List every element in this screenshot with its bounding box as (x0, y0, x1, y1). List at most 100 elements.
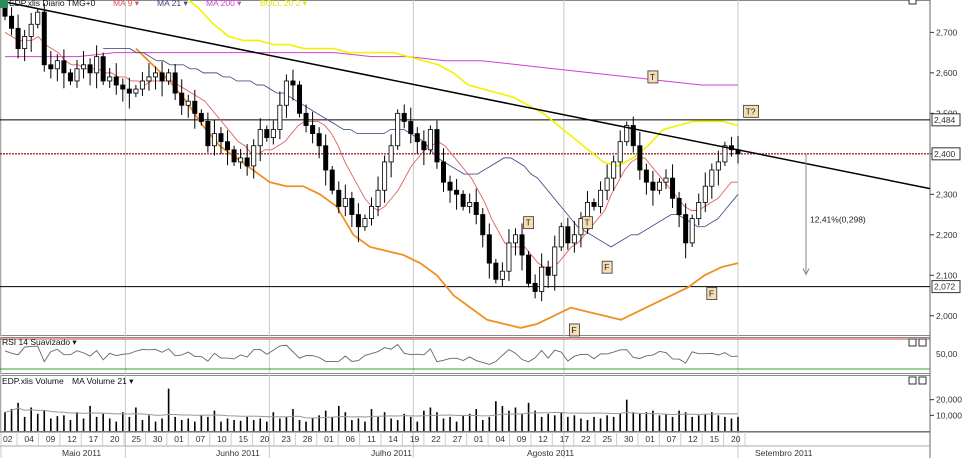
day-label: 14 (388, 434, 398, 444)
candle-body (611, 161, 617, 179)
pattern-marker-label: T (584, 218, 589, 228)
candle-body (303, 112, 309, 126)
volume-axis-label: 20,000 (936, 395, 962, 405)
candle-body (460, 193, 466, 207)
candle-body (545, 266, 551, 276)
volume-close-icon[interactable] (918, 376, 927, 385)
measure-label: 12,41%(0,298) (810, 215, 866, 225)
candle-body (480, 214, 486, 236)
candle-body (153, 72, 159, 78)
candle-body (349, 197, 355, 215)
volume-label: EDP.xlis Volume (2, 376, 64, 386)
ma21-line (103, 48, 739, 248)
candle-body (310, 125, 316, 134)
candle-body (473, 202, 479, 215)
candle-body (198, 112, 204, 122)
day-label: 01 (324, 434, 334, 444)
candle-body (565, 226, 571, 244)
candle-body (709, 169, 715, 187)
day-label: 28 (303, 434, 313, 444)
price-axis-label: 2,300 (936, 189, 958, 199)
indicator-legend-2: MA 200 ▾ (206, 0, 242, 8)
pattern-marker[interactable] (523, 216, 534, 230)
candle-body (447, 181, 453, 191)
day-label: 27 (453, 434, 463, 444)
candle-body (617, 141, 623, 163)
candle-body (656, 181, 662, 191)
candle-body (362, 218, 368, 228)
candle-body (172, 72, 178, 94)
pattern-marker[interactable] (568, 323, 580, 337)
candle-body (598, 189, 604, 207)
candle-body (683, 214, 689, 244)
candle-body (139, 80, 145, 90)
candle-body (395, 112, 401, 147)
volume-maximize-icon[interactable] (908, 376, 917, 385)
price-axis-label: 2,000 (936, 311, 958, 321)
day-label: 01 (474, 434, 484, 444)
symbol-icon (0, 0, 8, 8)
trend-line[interactable] (4, 1, 931, 190)
candle-body (427, 129, 433, 151)
price-axis-label: 2,600 (936, 68, 958, 78)
symbol-label: EDP.xlis Diario TMG+0 (9, 0, 96, 8)
candle-body (205, 121, 211, 147)
pattern-marker[interactable] (706, 287, 718, 300)
day-label: 04 (24, 434, 34, 444)
candle-body (584, 202, 590, 220)
candle-body (166, 72, 172, 82)
candle-body (539, 266, 545, 292)
price-level-box (931, 113, 961, 127)
candle-body (676, 197, 682, 215)
pattern-marker[interactable] (647, 70, 659, 84)
candle-body (225, 141, 231, 151)
candle-body (467, 202, 473, 207)
month-label: Setembro 2011 (755, 448, 813, 458)
candle-body (368, 206, 374, 220)
candle-body (506, 242, 512, 272)
candle-body (388, 145, 394, 163)
pattern-marker[interactable] (601, 260, 613, 274)
candle-body (440, 161, 446, 183)
candle-body (630, 125, 636, 147)
candle-body (401, 112, 407, 122)
candle-body (526, 254, 532, 284)
day-label: 23 (281, 434, 291, 444)
day-label: 12 (67, 434, 77, 444)
day-label: 15 (710, 434, 720, 444)
candle-body (87, 64, 93, 74)
candle-body (532, 282, 538, 292)
day-label: 17 (560, 434, 570, 444)
pattern-marker[interactable] (743, 104, 759, 118)
day-label: 09 (517, 434, 527, 444)
candle-body (107, 76, 113, 82)
candle-body (624, 125, 630, 143)
candle-body (421, 141, 427, 151)
rsi-maximize-icon[interactable] (908, 338, 917, 347)
candle-body (637, 145, 643, 171)
candle-body (257, 129, 263, 147)
price-axis-label: 2,200 (936, 230, 958, 240)
pattern-marker[interactable] (582, 216, 593, 230)
candle-body (297, 84, 303, 114)
rsi-close-icon[interactable] (918, 338, 927, 347)
rsi-axis-label: 50,00 (936, 349, 958, 359)
volume-ma-line (4, 407, 739, 419)
candle-body (277, 104, 283, 130)
candle-body (74, 68, 80, 82)
day-label: 19 (410, 434, 420, 444)
candle-body (571, 234, 577, 244)
maximize-icon[interactable] (908, 0, 917, 5)
candle-body (244, 157, 250, 167)
month-label: Junho 2011 (216, 448, 260, 458)
candle-body (48, 64, 54, 70)
day-label: 20 (110, 434, 120, 444)
day-label: 02 (3, 434, 13, 444)
day-label: 07 (196, 434, 206, 444)
candle-body (558, 226, 564, 248)
candle-body (9, 15, 15, 29)
day-label: 15 (239, 434, 249, 444)
candle-body (218, 133, 224, 143)
price-level-label: 2,400 (934, 149, 956, 159)
